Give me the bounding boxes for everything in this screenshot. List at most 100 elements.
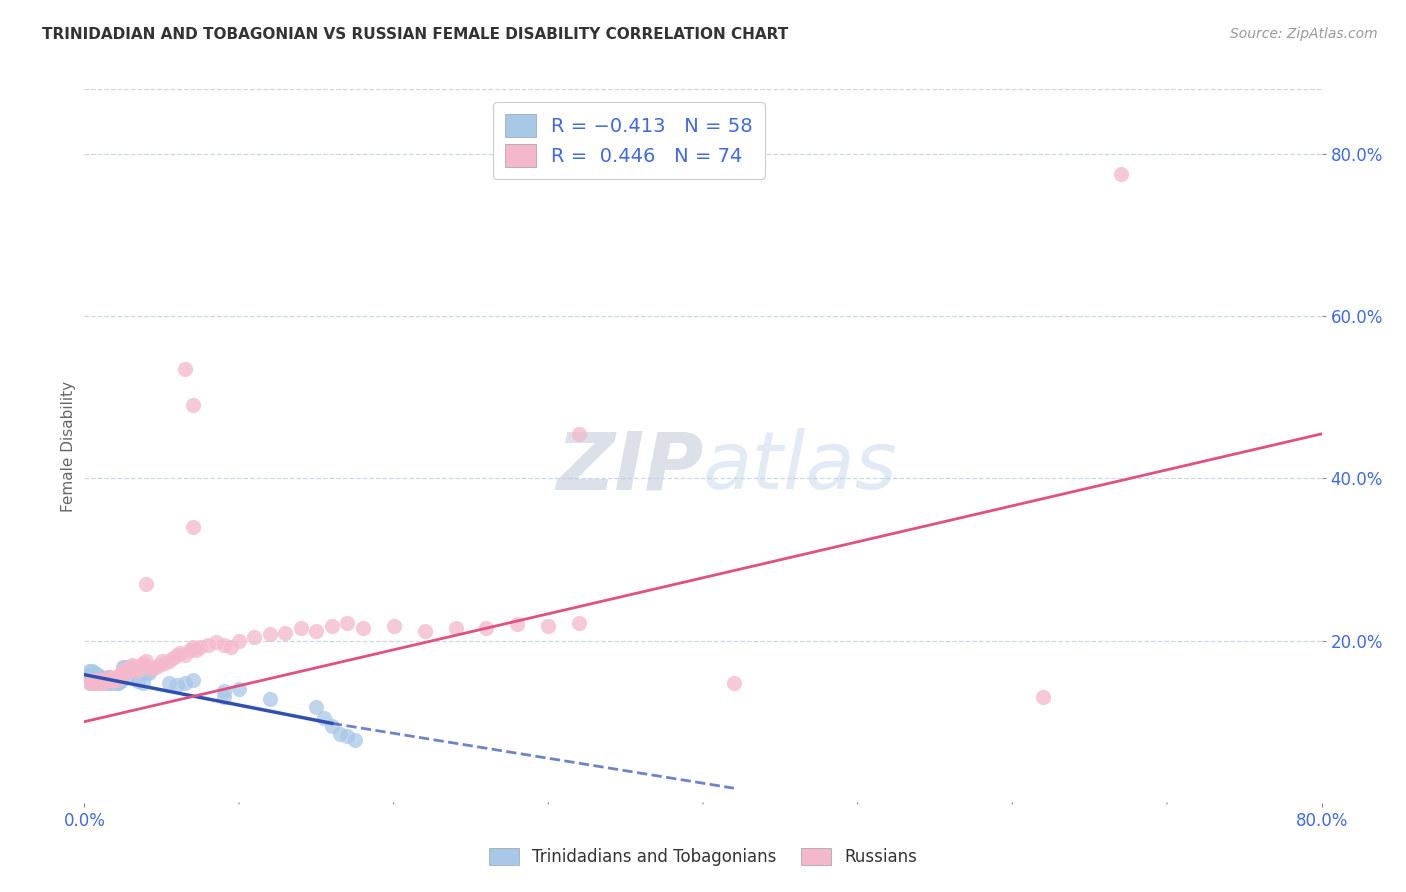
Point bbox=[135, 666, 157, 681]
Y-axis label: Female Disability: Female Disability bbox=[60, 380, 76, 512]
Point bbox=[174, 675, 197, 690]
Point bbox=[344, 732, 367, 747]
Point bbox=[90, 674, 112, 689]
Point bbox=[205, 635, 228, 649]
Point bbox=[159, 675, 181, 690]
Point bbox=[107, 675, 129, 690]
Point bbox=[314, 711, 336, 725]
Point bbox=[181, 520, 204, 534]
Point bbox=[221, 640, 243, 654]
Point bbox=[128, 662, 150, 676]
Point bbox=[129, 659, 152, 673]
Point bbox=[87, 667, 110, 681]
Point bbox=[115, 666, 138, 681]
Point bbox=[135, 577, 157, 591]
Point bbox=[89, 673, 111, 687]
Point bbox=[79, 670, 101, 684]
Point bbox=[305, 700, 328, 714]
Point bbox=[169, 646, 191, 660]
Point bbox=[141, 662, 163, 676]
Point bbox=[97, 670, 120, 684]
Point bbox=[93, 674, 115, 689]
Point bbox=[305, 624, 328, 638]
Point bbox=[91, 675, 114, 690]
Text: TRINIDADIAN AND TOBAGONIAN VS RUSSIAN FEMALE DISABILITY CORRELATION CHART: TRINIDADIAN AND TOBAGONIAN VS RUSSIAN FE… bbox=[42, 27, 789, 42]
Point bbox=[84, 673, 107, 687]
Point bbox=[138, 666, 160, 681]
Point bbox=[91, 675, 114, 690]
Point bbox=[124, 659, 146, 673]
Point bbox=[188, 640, 212, 654]
Point bbox=[114, 659, 136, 673]
Point bbox=[259, 692, 281, 706]
Point bbox=[103, 673, 125, 687]
Point bbox=[112, 659, 135, 673]
Point bbox=[212, 690, 235, 705]
Point bbox=[166, 678, 188, 692]
Point bbox=[122, 662, 145, 676]
Point bbox=[75, 670, 97, 684]
Point bbox=[179, 643, 201, 657]
Point bbox=[101, 675, 124, 690]
Point bbox=[166, 648, 188, 663]
Point bbox=[135, 654, 157, 668]
Point bbox=[86, 670, 108, 684]
Point bbox=[79, 675, 101, 690]
Point bbox=[84, 674, 107, 689]
Point bbox=[259, 627, 281, 641]
Point bbox=[86, 674, 108, 689]
Point bbox=[120, 659, 142, 673]
Point bbox=[108, 674, 131, 689]
Point bbox=[138, 659, 160, 673]
Point bbox=[83, 675, 105, 690]
Point bbox=[94, 674, 117, 689]
Point bbox=[87, 675, 110, 690]
Point bbox=[107, 670, 129, 684]
Point bbox=[212, 684, 235, 698]
Point bbox=[336, 615, 359, 630]
Point bbox=[101, 672, 124, 686]
Point bbox=[131, 657, 153, 672]
Point bbox=[83, 670, 105, 684]
Point bbox=[352, 622, 374, 636]
Point bbox=[83, 675, 105, 690]
Point bbox=[105, 673, 128, 687]
Point bbox=[321, 719, 343, 733]
Point bbox=[1109, 167, 1132, 181]
Point bbox=[98, 675, 121, 690]
Point bbox=[89, 670, 111, 684]
Point bbox=[382, 619, 405, 633]
Text: atlas: atlas bbox=[703, 428, 898, 507]
Point bbox=[212, 638, 235, 652]
Point bbox=[506, 617, 529, 632]
Point bbox=[148, 657, 170, 672]
Point bbox=[93, 673, 115, 687]
Point bbox=[336, 729, 359, 743]
Point bbox=[413, 624, 436, 638]
Text: ZIP: ZIP bbox=[555, 428, 703, 507]
Point bbox=[97, 674, 120, 689]
Point bbox=[82, 665, 104, 679]
Point bbox=[159, 654, 181, 668]
Point bbox=[174, 648, 197, 663]
Point bbox=[103, 674, 125, 689]
Point bbox=[181, 640, 204, 654]
Point bbox=[537, 619, 560, 633]
Point bbox=[444, 622, 467, 636]
Point bbox=[184, 643, 207, 657]
Point bbox=[568, 426, 591, 441]
Point bbox=[77, 673, 100, 687]
Point bbox=[104, 674, 127, 689]
Point bbox=[1032, 690, 1054, 705]
Point bbox=[181, 399, 204, 413]
Point bbox=[90, 673, 112, 687]
Point bbox=[290, 622, 312, 636]
Legend: R = −0.413   N = 58, R =  0.446   N = 74: R = −0.413 N = 58, R = 0.446 N = 74 bbox=[494, 103, 765, 178]
Point bbox=[114, 662, 136, 676]
Text: Source: ZipAtlas.com: Source: ZipAtlas.com bbox=[1230, 27, 1378, 41]
Point bbox=[121, 657, 143, 672]
Point bbox=[104, 670, 127, 684]
Point bbox=[132, 657, 155, 671]
Point bbox=[329, 727, 352, 741]
Point bbox=[84, 666, 107, 681]
